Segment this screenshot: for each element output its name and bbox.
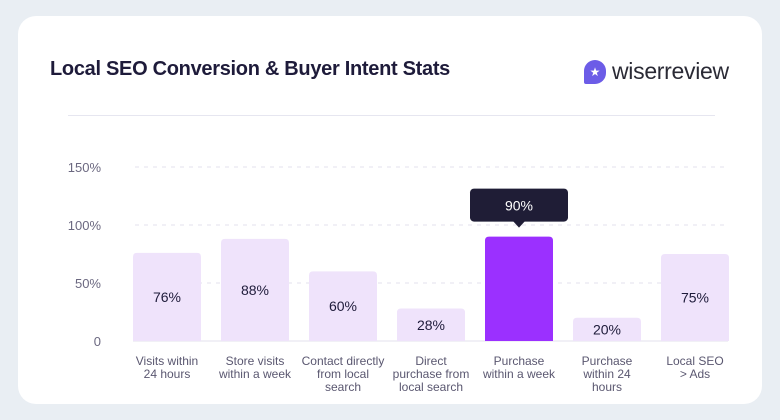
y-tick-label: 100% [68,218,102,233]
x-category-label: Purchase [582,354,633,368]
bar-value-label: 60% [329,298,357,314]
x-category-label: within a week [482,367,556,381]
x-category-label: Visits within [136,354,198,368]
x-category-label: Direct [415,354,447,368]
bar-value-label: 76% [153,289,181,305]
x-category-label: Local SEO [666,354,723,368]
bar [397,308,465,341]
bar [573,317,641,341]
divider [68,115,715,116]
bar-value-label: 88% [241,282,269,298]
bar [661,254,729,341]
tooltip-pointer [513,221,525,228]
bar [221,238,289,341]
y-tick-label: 150% [68,160,102,175]
x-category-label: 24 hours [144,367,191,381]
x-category-label: Store visits [226,354,285,368]
bar [309,271,377,341]
tooltip [470,188,568,222]
x-category-label: local search [399,380,463,394]
x-category-label: within a week [218,367,292,381]
x-category-label: search [325,380,361,394]
chart-title: Local SEO Conversion & Buyer Intent Stat… [50,58,451,80]
wiserreview-logo: ★ wiserreview [584,58,729,85]
bar-value-label: 20% [593,321,621,337]
x-category-label: purchase from [393,367,470,381]
bar [133,252,201,341]
bar-value-label: 75% [681,290,709,306]
x-category-label: hours [592,380,622,394]
tooltip-value: 90% [505,198,533,214]
bar-value-label: 28% [417,317,445,333]
logo-text: wiserreview [612,58,729,84]
x-category-label: within 24 [582,367,631,381]
y-tick-label: 0 [94,334,101,349]
x-category-label: Contact directly [302,354,385,368]
star-icon: ★ [584,59,606,84]
x-category-label: > Ads [680,367,710,381]
bar [485,236,553,341]
x-category-label: from local [317,367,369,381]
x-category-label: Purchase [494,354,545,368]
y-tick-label: 50% [75,276,101,291]
